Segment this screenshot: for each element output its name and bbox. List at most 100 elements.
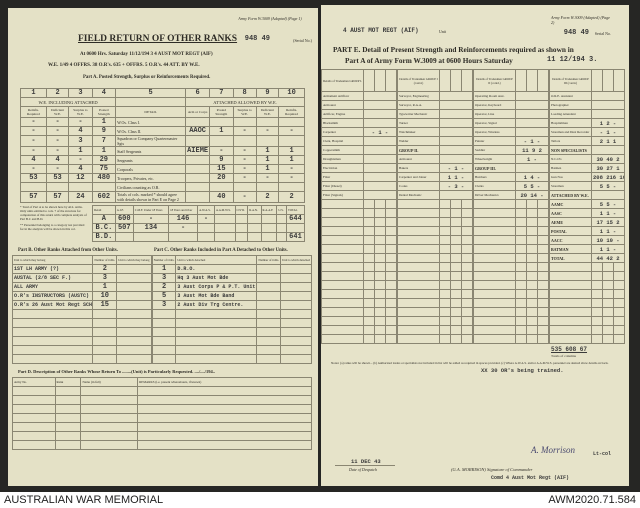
table-row: Storeman 5 5 - [549, 181, 625, 191]
table-cell: 644 [285, 214, 306, 224]
empty-cell [473, 244, 516, 254]
table-row: Painter - 1 - [473, 136, 549, 146]
empty-cell [439, 244, 451, 254]
table-row: Surveyor, R.A.A. [397, 100, 473, 110]
trade-label: Surveyor, R.A.A. [397, 100, 440, 110]
table-row [397, 280, 473, 290]
table-cell: 1 [68, 146, 93, 156]
empty-cell [374, 289, 386, 299]
column-header: Name (in full) [80, 377, 139, 387]
table-cell: Totals of cols. marked * should agree wi… [115, 191, 187, 203]
table-cell: W.Os. Class II. [115, 126, 187, 136]
column-number: 1 [20, 88, 47, 98]
table-cell [68, 182, 93, 192]
empty-cell [397, 316, 440, 326]
table-cell [213, 214, 236, 224]
table-row [473, 334, 549, 344]
table-cell: 53 [20, 173, 47, 183]
empty-cell [439, 271, 451, 281]
table-row [397, 262, 473, 272]
empty-cell [256, 354, 282, 364]
table-cell: 2 [151, 282, 177, 292]
table-row: Loading Attendant [549, 109, 625, 119]
empty-cell [473, 253, 516, 263]
table-cell [197, 223, 215, 233]
table-row [549, 280, 625, 290]
empty-cell [461, 289, 473, 299]
empty-cell [397, 325, 440, 335]
empty-cell [450, 199, 462, 209]
trade-values: 20 14 - [515, 190, 549, 200]
table-row: - -3 7 Squadron or Company Quartermaster Sg… [20, 135, 305, 147]
summary-table: Detail A.I.F. C.M.F. Under 18 Years 18 Year… [92, 205, 306, 242]
table-cell [213, 232, 236, 242]
empty-cell [450, 307, 462, 317]
empty-cell [280, 309, 312, 319]
empty-cell [80, 413, 139, 423]
empty-cell [473, 307, 516, 317]
empty-cell [602, 334, 614, 344]
empty-cell [374, 226, 386, 236]
table-cell: 1 [91, 117, 117, 127]
table-cell [247, 232, 262, 242]
table-row [473, 226, 549, 236]
trade-values [515, 118, 549, 128]
table-row [321, 280, 397, 290]
empty-cell [54, 431, 82, 441]
table-cell [209, 182, 234, 192]
empty-cell [321, 307, 364, 317]
empty-cell [11, 345, 94, 355]
table-cell [232, 182, 257, 192]
empty-cell [515, 271, 527, 281]
empty-cell [151, 345, 177, 355]
table-cell: - [68, 117, 93, 127]
table-cell: 29 [91, 155, 117, 165]
empty-cell [80, 404, 139, 414]
empty-cell [363, 217, 375, 227]
empty-cell [537, 280, 549, 290]
table-row: - -4 75 Corporals 15-1- [20, 164, 305, 174]
table-row: O.R.E. Assistant [549, 91, 625, 101]
table-cell: - [20, 126, 47, 136]
trade-label: Storeman and Dust Recorder [549, 127, 592, 137]
column-number: 6 [185, 88, 211, 98]
empty-cell [549, 298, 592, 308]
table-cell: - [232, 146, 257, 156]
table-row: Electrician [321, 163, 397, 173]
empty-cell [256, 300, 282, 310]
empty-cell [450, 280, 462, 290]
table-cell: 1 [92, 282, 118, 292]
empty-cell [461, 226, 473, 236]
header-row: Details of Tradesmen GROUP I. [321, 69, 397, 92]
table-row: Clerks 5 5 - [473, 181, 549, 191]
empty-cell [92, 345, 118, 355]
table-cell [234, 223, 249, 233]
table-row: Wheelwright 1 - [473, 154, 549, 164]
trade-values: 208 216 10 [591, 172, 625, 182]
table-row [397, 307, 473, 317]
table-row [549, 262, 625, 272]
trade-values: - 3 - [439, 181, 473, 191]
empty-cell [473, 199, 516, 209]
table-row [151, 354, 312, 364]
table-row [473, 280, 549, 290]
attached-header: ATTACHED ALLOWED BY W.E. [185, 97, 305, 107]
empty-cell [613, 262, 625, 272]
empty-cell [397, 271, 440, 281]
empty-cell [175, 318, 258, 328]
empty-cell [613, 289, 625, 299]
empty-cell [450, 217, 462, 227]
empty-cell [613, 271, 625, 281]
table-cell: O.R's INSTRUCTORS (AUSTC) [11, 291, 94, 301]
empty-cell [11, 354, 94, 364]
trade-label: GROUP II. [397, 145, 440, 155]
table-cell [132, 232, 170, 242]
table-cell: Hq 3 Aust Mot Bde [175, 273, 258, 283]
table-row [151, 336, 312, 346]
empty-cell [537, 235, 549, 245]
table-cell: AIEME [185, 146, 211, 156]
trade-values: 44 42 2 [591, 253, 625, 263]
column-header: Reinfts. Required [20, 106, 47, 118]
empty-cell [363, 69, 375, 92]
